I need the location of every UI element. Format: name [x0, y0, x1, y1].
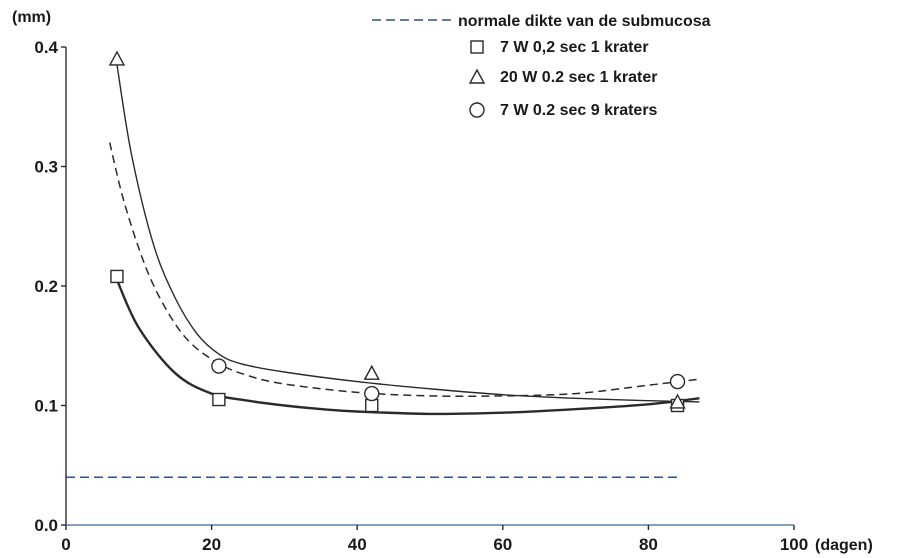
series-2-point: [363, 364, 380, 380]
legend-series-2-marker: [468, 68, 486, 84]
legend-reference-label: normale dikte van de submucosa: [458, 13, 711, 30]
y-tick-label: 0.3: [34, 158, 58, 177]
y-tick-label: 0.4: [34, 38, 58, 57]
legend-series-3-marker: [469, 102, 485, 118]
legend-series-1-label: 7 W 0,2 sec 1 krater: [500, 39, 649, 56]
x-tick-label: 60: [493, 535, 512, 554]
x-tick-label: 0: [61, 535, 70, 554]
series-2-fit-curve: [116, 64, 700, 403]
x-tick-label: 100: [780, 535, 808, 554]
series-3-point: [669, 373, 686, 390]
series-1-point: [365, 398, 379, 413]
series-1-fit-curve: [115, 279, 700, 416]
legend-series-1-marker: [470, 40, 484, 54]
series-3-fit-curve: [108, 142, 700, 398]
series-2-point: [669, 393, 686, 409]
x-tick-label: 40: [348, 535, 367, 554]
y-axis-label: (mm): [12, 9, 51, 26]
series-2-point: [108, 50, 126, 66]
y-tick-label: 0.0: [34, 516, 58, 535]
x-tick-label: 80: [639, 535, 658, 554]
y-tick-label: 0.2: [34, 277, 58, 296]
series-3-point: [211, 358, 227, 374]
legend-series-3-label: 7 W 0.2 sec 9 kraters: [500, 102, 658, 119]
series-1-point: [110, 269, 124, 284]
y-tick-label: 0.1: [34, 397, 58, 416]
legend-series-2-label: 20 W 0.2 sec 1 krater: [500, 69, 657, 86]
series-1-point: [212, 392, 226, 407]
series-3-point: [364, 385, 380, 402]
x-tick-label: 20: [202, 535, 221, 554]
x-axis-label: (dagen): [815, 537, 873, 554]
